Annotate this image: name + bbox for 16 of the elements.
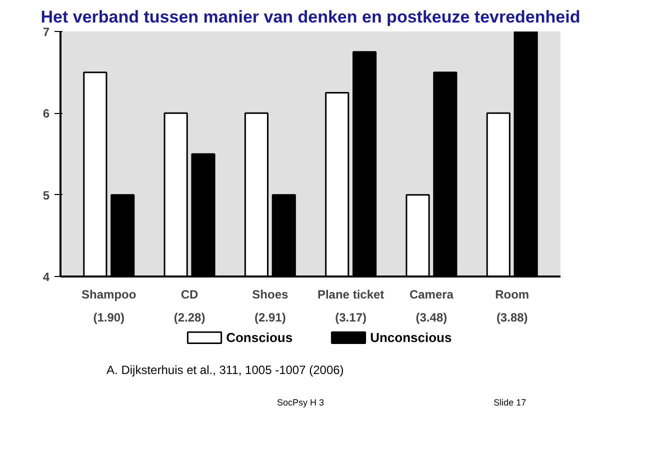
text: Slide 17 [494,397,526,408]
category-label: Camera (3.48) [409,288,454,324]
category-label: CD (2.28) [174,288,206,324]
y-tick-label: 6 [42,106,50,121]
y-tick-label: 4 [42,270,50,284]
category-label: Room (3.88) [495,288,530,324]
category-label: Shoes (2.91) [252,288,288,324]
legend-label: Unconscious [370,330,452,346]
category-label: Shampoo (1.90) [82,288,136,324]
text: A. Dijksterhuis et al., 311, 1005 -1007 (2006) [106,363,344,377]
chart-title: Het verband tussen manier van denken en postkeuze tevredenheid [40,8,580,26]
y-tick-label: 7 [42,25,50,39]
legend-label: Conscious [226,330,293,346]
text: SocPsy H 3 [276,397,324,408]
category-label: Plane ticket (3.17) [317,288,384,324]
y-tick-label: 5 [42,188,50,202]
